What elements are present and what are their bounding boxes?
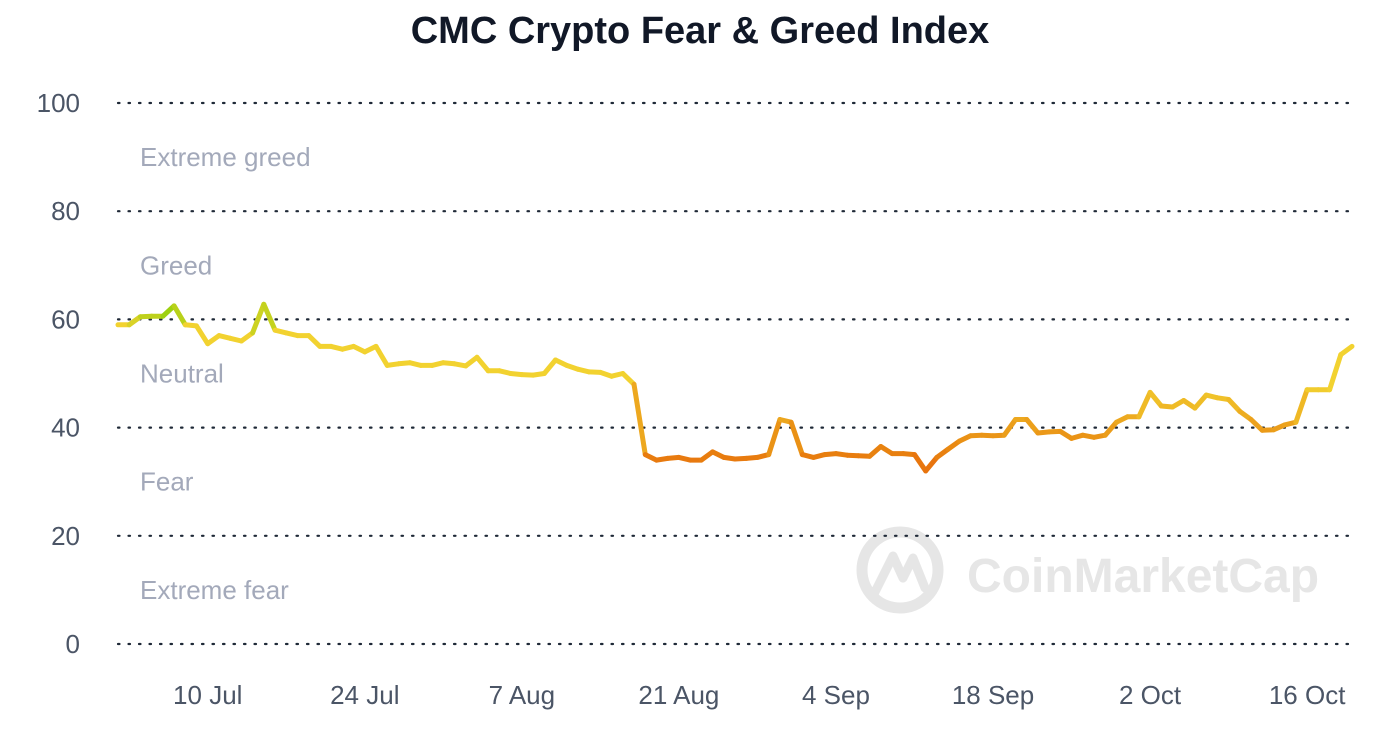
coinmarketcap-logo-mark	[870, 551, 930, 597]
index-line-segment	[912, 452, 929, 474]
index-line-segment	[1192, 392, 1209, 411]
zone-label: Fear	[140, 467, 194, 497]
x-tick-label: 4 Sep	[802, 680, 870, 710]
y-tick-label: 100	[37, 88, 80, 118]
zone-label: Extreme greed	[140, 142, 311, 172]
x-tick-label: 7 Aug	[489, 680, 556, 710]
x-tick-label: 2 Oct	[1119, 680, 1182, 710]
index-line-segment	[194, 323, 211, 347]
zone-label: Greed	[140, 250, 212, 280]
index-line-segment	[1248, 417, 1265, 433]
x-tick-label: 24 Jul	[330, 680, 399, 710]
index-line-segment	[788, 419, 805, 458]
index-line-segment	[373, 343, 390, 368]
index-line-segment	[1226, 397, 1243, 414]
index-line-segment	[1293, 387, 1310, 425]
index-line-segment	[1327, 352, 1344, 393]
index-line-segment	[541, 357, 558, 376]
watermark-text: CoinMarketCap	[967, 550, 1319, 603]
index-line-segment	[766, 417, 783, 458]
index-line-segment	[1024, 417, 1041, 436]
y-tick-label: 20	[51, 521, 80, 551]
y-tick-label: 60	[51, 304, 80, 334]
index-line-segment	[1147, 389, 1164, 409]
y-tick-label: 40	[51, 413, 80, 443]
index-line-segment	[171, 303, 188, 328]
index-line-segment	[1136, 389, 1153, 420]
y-tick-label: 0	[66, 629, 80, 659]
index-line-segment	[631, 381, 648, 458]
chart-title: CMC Crypto Fear & Greed Index	[410, 10, 990, 52]
index-line-segment	[1001, 417, 1018, 438]
x-tick-label: 21 Aug	[638, 680, 719, 710]
index-line-segment	[1102, 419, 1119, 438]
x-tick-label: 18 Sep	[952, 680, 1034, 710]
x-tick-label: 16 Oct	[1269, 680, 1346, 710]
index-line-segment	[306, 333, 323, 349]
index-line-segment	[923, 454, 940, 474]
index-line-segment	[620, 371, 637, 387]
index-line-segment	[1338, 343, 1355, 358]
x-tick-label: 10 Jul	[173, 680, 242, 710]
index-line-segment	[250, 301, 267, 336]
index-line-segment	[261, 301, 278, 333]
zone-label: Extreme fear	[140, 575, 289, 605]
coinmarketcap-logo-icon	[856, 526, 944, 614]
index-line-segment	[474, 354, 491, 374]
coinmarketcap-watermark: CoinMarketCap	[856, 526, 1319, 614]
zone-label: Neutral	[140, 359, 224, 389]
y-tick-label: 80	[51, 196, 80, 226]
